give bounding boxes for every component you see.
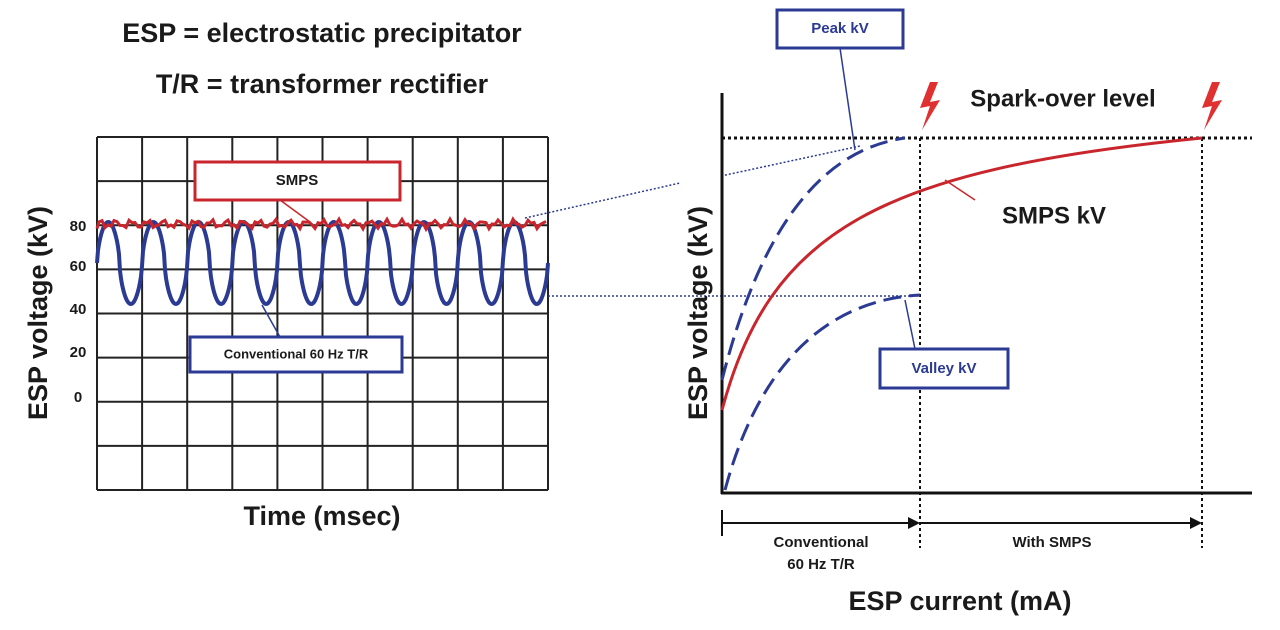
spark-icon bbox=[1202, 82, 1222, 130]
conventional-box bbox=[188, 335, 404, 374]
range-label: With SMPS bbox=[1012, 534, 1091, 551]
smps-wave bbox=[95, 215, 547, 233]
y-tick-label: 80 bbox=[70, 218, 87, 235]
spark-icon bbox=[920, 82, 940, 130]
range-label: 60 Hz T/R bbox=[787, 556, 855, 573]
arrow-head bbox=[1190, 517, 1202, 529]
x-axis-label: ESP current (mA) bbox=[848, 586, 1071, 616]
header-line: ESP = electrostatic precipitator bbox=[122, 18, 522, 48]
valley-curve bbox=[723, 293, 921, 491]
range-label: Conventional bbox=[773, 534, 868, 551]
valley-label: Valley kV bbox=[911, 360, 976, 377]
conventional-label: Conventional 60 Hz T/R bbox=[224, 346, 369, 361]
y-tick-label: 60 bbox=[70, 258, 87, 275]
y-axis-label: ESP voltage (kV) bbox=[683, 206, 713, 420]
callout-line bbox=[904, 299, 916, 350]
callout-line bbox=[279, 199, 311, 223]
smps-box bbox=[193, 160, 402, 202]
arrow-head bbox=[908, 517, 920, 529]
connector bbox=[720, 145, 861, 177]
header-line: T/R = transformer rectifier bbox=[156, 69, 489, 99]
connector bbox=[524, 182, 681, 219]
peak-label: Peak kV bbox=[811, 20, 869, 37]
y-tick-label: 40 bbox=[70, 301, 87, 318]
smps-curve-label: SMPS kV bbox=[1002, 202, 1106, 229]
peak-curve bbox=[720, 136, 906, 381]
y-tick-label: 20 bbox=[70, 344, 87, 361]
callout-line bbox=[261, 304, 281, 338]
callout-line bbox=[944, 179, 976, 201]
x-axis-label: Time (msec) bbox=[243, 501, 400, 531]
smps-label: SMPS bbox=[276, 172, 319, 189]
y-tick-label: 0 bbox=[74, 389, 82, 406]
valley-box bbox=[878, 347, 1010, 390]
smps-curve bbox=[720, 136, 1203, 411]
y-axis-label: ESP voltage (kV) bbox=[23, 206, 53, 420]
spark-label: Spark-over level bbox=[970, 85, 1155, 112]
peak-box bbox=[775, 8, 905, 50]
callout-line bbox=[839, 47, 856, 151]
